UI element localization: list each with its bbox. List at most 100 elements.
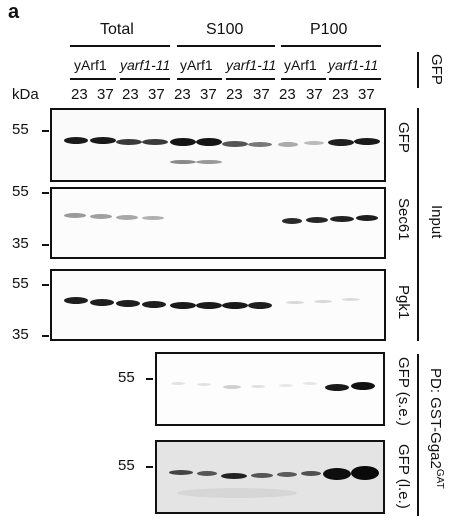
band	[90, 299, 114, 306]
band	[170, 160, 196, 164]
strain-line	[120, 78, 170, 80]
band	[64, 213, 86, 218]
band	[116, 300, 140, 307]
band	[282, 218, 302, 224]
blot-label-gfp-le: GFP (l.e.)	[395, 444, 412, 509]
strain-label: yArf1	[74, 57, 107, 73]
strain-label: yArf1	[180, 57, 213, 73]
blot-label-sec61: Sec61	[395, 198, 412, 241]
band	[248, 302, 272, 309]
header-total: Total	[100, 21, 134, 38]
blot-label-gfp-se: GFP (s.e.)	[395, 357, 412, 426]
band	[330, 216, 354, 222]
marker-55: 55	[118, 457, 135, 474]
band	[197, 471, 217, 476]
band	[196, 138, 222, 146]
band	[223, 385, 241, 389]
marker-35: 35	[12, 326, 29, 343]
gfp-side-label: GFP	[428, 54, 445, 85]
marker-55: 55	[118, 369, 135, 386]
temperature-label: 37	[148, 86, 165, 103]
band	[170, 138, 196, 146]
temperature-label: 37	[358, 86, 375, 103]
band	[306, 217, 328, 223]
blot-gfp-long-exposure	[155, 440, 385, 514]
blot-pgk1	[50, 269, 386, 341]
marker-tick	[42, 284, 49, 286]
temperature-label: 23	[122, 86, 139, 103]
temperature-label: 37	[306, 86, 323, 103]
panel-letter: a	[8, 1, 20, 23]
band	[170, 302, 196, 309]
band	[142, 216, 164, 220]
band	[279, 384, 293, 387]
temperature-label: 23	[71, 86, 88, 103]
marker-tick	[42, 335, 49, 337]
strain-label: yarf1-11	[226, 57, 277, 73]
band	[354, 138, 380, 145]
band	[251, 473, 273, 478]
header-s100: S100	[206, 21, 244, 38]
header-line-p100	[281, 45, 381, 47]
background-smear	[177, 488, 297, 498]
band	[142, 301, 166, 308]
band	[196, 160, 222, 164]
band	[328, 139, 354, 146]
band	[142, 139, 168, 145]
blot-label-gfp: GFP	[395, 122, 412, 153]
band	[277, 472, 297, 477]
band	[90, 137, 116, 144]
band	[351, 382, 375, 390]
blot-sec61	[50, 187, 386, 259]
band	[278, 142, 298, 147]
input-bracket	[417, 108, 419, 341]
temperature-label: 37	[200, 86, 217, 103]
temperature-label: 37	[97, 86, 114, 103]
kda-label: kDa	[12, 86, 39, 103]
strain-line	[177, 78, 222, 80]
band	[196, 302, 222, 309]
marker-55: 55	[12, 183, 29, 200]
band	[323, 468, 351, 480]
band	[356, 215, 378, 221]
marker-35: 35	[12, 235, 29, 252]
band	[303, 382, 317, 385]
marker-55: 55	[12, 275, 29, 292]
marker-tick	[42, 192, 49, 194]
band	[304, 141, 324, 145]
band	[222, 141, 248, 147]
strain-label: yarf1-11	[120, 57, 171, 73]
marker-tick	[146, 466, 153, 468]
blot-label-pgk1: Pgk1	[395, 285, 412, 320]
blot-gfp-short-exposure	[155, 352, 385, 426]
strain-label: yarf1-11	[328, 57, 379, 73]
strain-line	[70, 78, 116, 80]
input-label: Input	[428, 205, 445, 239]
pulldown-bracket	[417, 354, 419, 516]
band	[116, 215, 138, 220]
pulldown-superscript: GAT	[434, 468, 445, 489]
band	[248, 142, 272, 147]
band	[351, 466, 379, 480]
marker-tick	[42, 130, 49, 132]
strain-line	[226, 78, 275, 80]
header-line-total	[70, 45, 170, 47]
marker-tick	[42, 244, 49, 246]
temperature-label: 23	[226, 86, 243, 103]
strain-line	[281, 78, 326, 80]
band	[171, 382, 185, 385]
pulldown-label: PD: GST-Gga2GAT	[427, 368, 445, 489]
header-line-s100	[177, 45, 275, 47]
band	[251, 385, 265, 388]
band	[169, 470, 193, 475]
band	[64, 297, 88, 304]
marker-55: 55	[12, 121, 29, 138]
band	[325, 384, 349, 391]
band	[286, 301, 304, 304]
temperature-label: 23	[279, 86, 296, 103]
strain-label: yArf1	[284, 57, 317, 73]
gfp-bracket	[417, 52, 419, 88]
blot-gfp	[50, 108, 386, 182]
header-p100: P100	[310, 21, 348, 38]
band	[90, 214, 112, 219]
